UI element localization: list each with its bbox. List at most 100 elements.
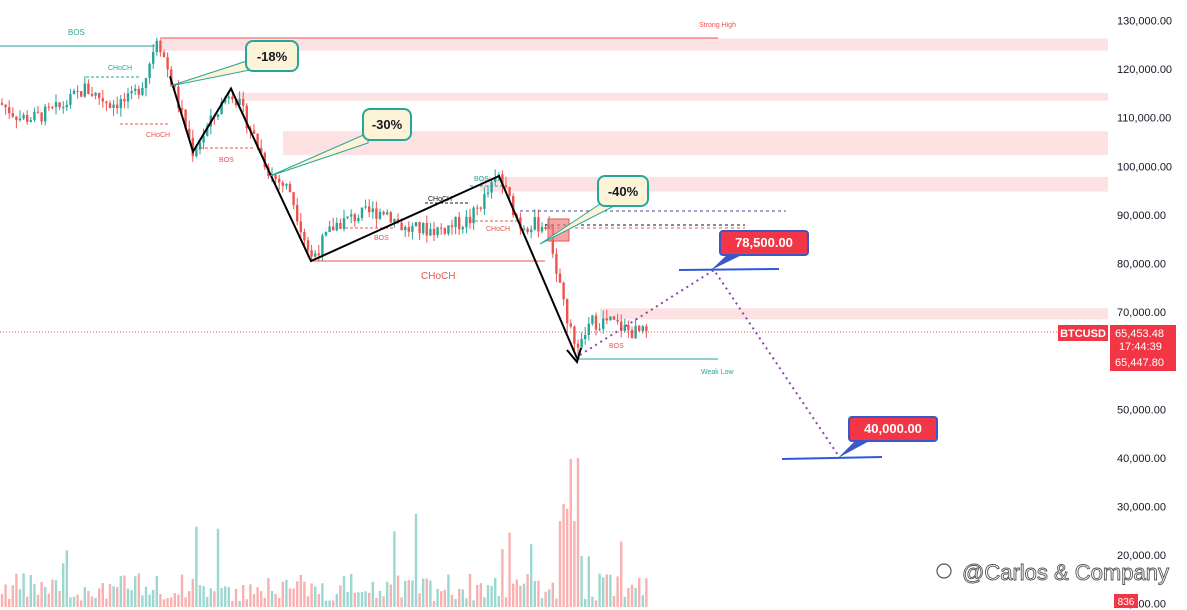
- candle-body: [616, 319, 619, 322]
- candle-body: [184, 109, 187, 129]
- candle-body: [252, 130, 256, 134]
- candle-body: [310, 250, 313, 257]
- candle-body: [18, 118, 22, 121]
- volume-bar: [195, 526, 198, 607]
- volume-bar: [213, 591, 216, 607]
- volume-bar: [335, 593, 338, 607]
- volume-bar: [144, 586, 148, 607]
- candle-body: [206, 126, 209, 136]
- candle-body: [94, 92, 97, 96]
- candle-body: [591, 315, 594, 324]
- bos-label-2: BOS: [219, 157, 234, 164]
- price-axis[interactable]: 130,000.00 120,000.00 110,000.00 100,000.00…: [1117, 16, 1172, 610]
- candle-body: [231, 96, 234, 100]
- volume-bar: [260, 591, 263, 607]
- volume-bar: [155, 575, 158, 607]
- target-line-upper: [678, 268, 780, 271]
- candle-body: [80, 91, 83, 97]
- volume-bar: [612, 596, 616, 607]
- price-tick-label: 50,000.00: [1117, 404, 1166, 416]
- candle-body: [314, 253, 317, 257]
- candle-body: [353, 214, 356, 222]
- candle-body: [216, 114, 220, 118]
- candle-body: [101, 98, 104, 102]
- volume-bar: [256, 587, 259, 607]
- volume-bar: [414, 513, 418, 607]
- candle-body: [76, 90, 79, 92]
- volume-bar: [404, 581, 407, 607]
- volume-bar: [591, 596, 594, 607]
- candle-body: [8, 107, 11, 114]
- candle-body: [440, 227, 443, 229]
- candle-body: [425, 222, 428, 236]
- candle-body: [105, 101, 108, 104]
- volume-bar: [630, 584, 634, 607]
- candle-body: [645, 326, 648, 331]
- volume-bar: [602, 577, 605, 607]
- candle-body: [494, 177, 497, 182]
- volume-bar: [321, 583, 324, 607]
- volume-bar: [569, 458, 572, 607]
- volume-bar: [65, 550, 68, 607]
- volume-bar: [375, 597, 378, 607]
- candle-body: [177, 86, 180, 109]
- volume-bar: [288, 588, 292, 607]
- candle-body: [623, 325, 626, 331]
- drawdown-18: -18%: [257, 49, 288, 64]
- last-price-tag: [1110, 325, 1176, 371]
- volume-bar: [587, 556, 590, 607]
- candle-body: [630, 330, 634, 339]
- volume-bar: [11, 585, 14, 607]
- volume-bar: [620, 541, 623, 607]
- candle-body: [40, 112, 43, 122]
- target-badge-lower: [848, 416, 938, 442]
- price-tick-label: 80,000.00: [1117, 259, 1166, 271]
- candle-body: [321, 235, 324, 256]
- volume-bar: [594, 600, 598, 607]
- volume-bar: [306, 596, 310, 607]
- candle-body: [360, 207, 364, 218]
- candle-body: [584, 335, 587, 340]
- candle-body: [335, 222, 338, 231]
- candle-body: [130, 91, 133, 94]
- volume-bar: [116, 587, 119, 607]
- drawdown-callouts: -18% -30% -40%: [169, 40, 649, 245]
- candle-body: [137, 88, 140, 95]
- volume-bar: [173, 593, 176, 607]
- candle-body: [69, 94, 72, 105]
- candle-body: [202, 135, 205, 143]
- volume-bar: [202, 586, 205, 607]
- candle-body: [134, 88, 137, 92]
- drawdown-40: -40%: [608, 184, 639, 199]
- candle-body: [141, 87, 144, 95]
- candle-body: [227, 96, 230, 99]
- volume-bar: [598, 573, 601, 607]
- candle-body: [162, 52, 166, 58]
- volume-bar: [616, 576, 619, 607]
- candle-body: [540, 226, 544, 232]
- volume-bar: [476, 585, 479, 607]
- candle-body: [4, 104, 7, 108]
- symbol-label: BTCUSD: [1060, 328, 1106, 340]
- candle-body: [612, 316, 616, 320]
- volume-bar: [357, 592, 360, 607]
- volume-bar: [310, 583, 313, 607]
- volume-bar: [472, 600, 475, 607]
- volume-bar: [159, 593, 162, 607]
- volume-bar: [231, 600, 234, 607]
- candle-body: [155, 40, 158, 52]
- candle-body: [65, 104, 68, 108]
- candle-body: [29, 120, 32, 122]
- volume-bar: [69, 597, 72, 607]
- volume-bar: [371, 581, 374, 607]
- volume-bar: [461, 589, 464, 607]
- candle-body: [234, 99, 238, 106]
- volume-bar: [177, 594, 180, 607]
- volume-bar: [584, 598, 587, 607]
- volume-bar: [130, 590, 133, 607]
- volume-bar: [299, 574, 302, 607]
- candle-body: [339, 222, 342, 229]
- candle-body: [504, 185, 508, 188]
- volume-bar: [72, 596, 76, 607]
